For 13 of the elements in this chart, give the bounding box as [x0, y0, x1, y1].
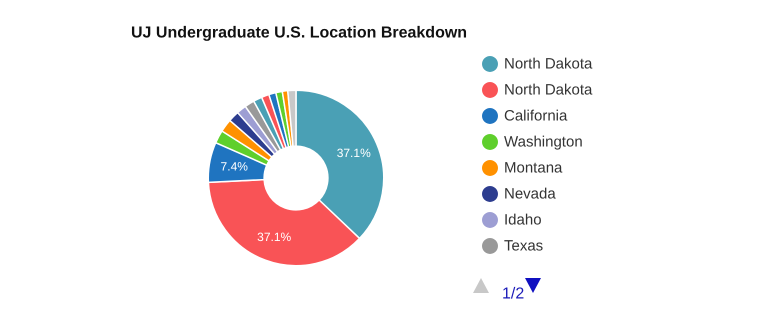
legend-label: North Dakota	[504, 82, 594, 98]
legend-label: North Dakota	[504, 56, 594, 72]
data-label: 7.4%	[220, 160, 248, 174]
legend-label: Texas	[504, 238, 544, 254]
legend-label: California	[504, 108, 568, 124]
legend-label: Nevada	[504, 186, 556, 202]
legend-label: Montana	[504, 160, 564, 176]
text: 1/2	[502, 286, 524, 302]
chart-title: UJ Undergraduate U.S. Location Breakdown	[131, 24, 468, 42]
data-label: 37.1%	[336, 146, 372, 160]
legend-label: Idaho	[504, 212, 542, 228]
data-label: 37.1%	[257, 230, 292, 244]
legend-label: Washington	[504, 134, 583, 150]
